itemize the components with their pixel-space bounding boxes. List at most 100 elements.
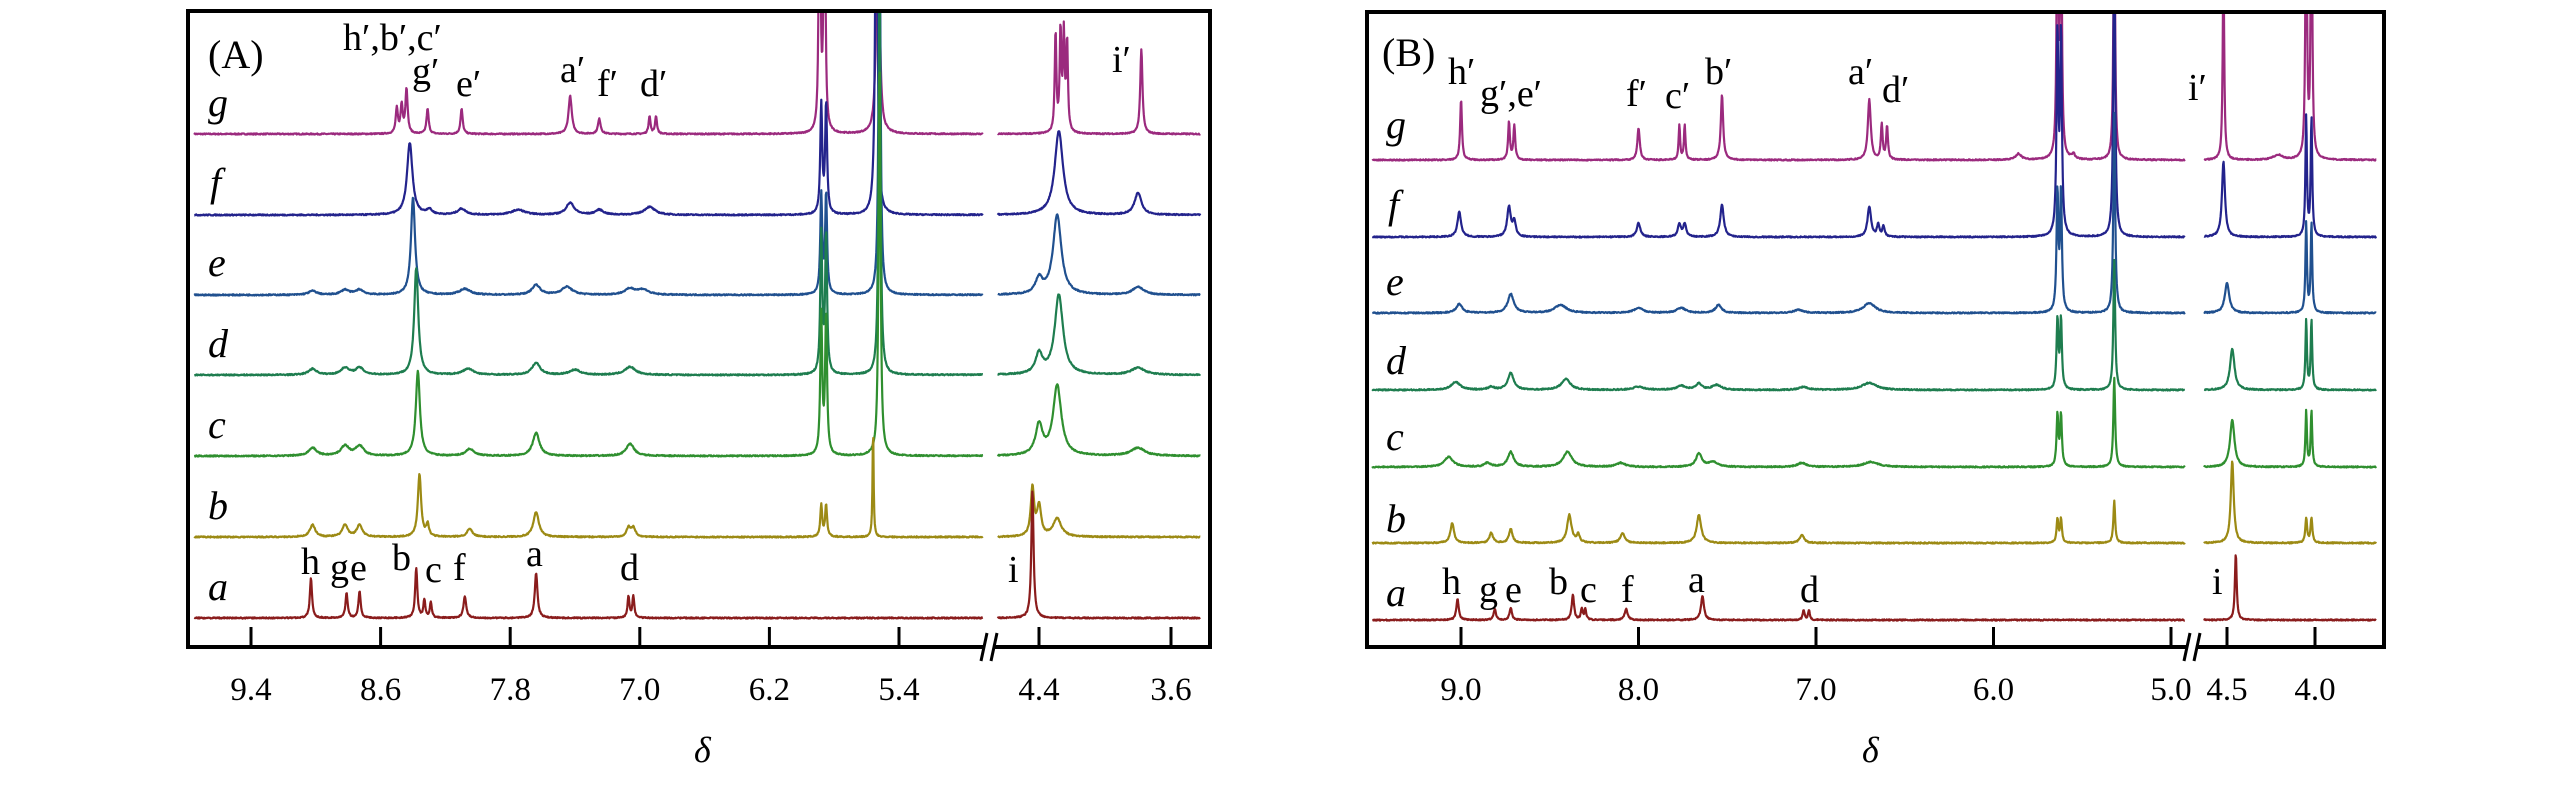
x-tick-label: 3.6 — [1150, 672, 1191, 708]
annotation: e — [350, 547, 367, 589]
row-labels-a: g f e d c b a — [208, 80, 229, 609]
row-label-b: b — [208, 483, 228, 528]
spectrum-a-segment-1 — [193, 567, 984, 620]
x-tick-label: 7.8 — [490, 672, 531, 708]
panel-b-frame — [1365, 10, 2386, 649]
annotation: h′ — [1448, 51, 1475, 93]
x-tick-label: 5.0 — [2150, 672, 2191, 708]
row-label-f: f — [210, 160, 226, 205]
spectrum-b-segment-2 — [2203, 460, 2378, 545]
spectrum-e-segment-2 — [2203, 220, 2377, 315]
spectrum-d-segment-1 — [1371, 258, 2186, 392]
spectrum-b-segment-1 — [1371, 499, 2186, 545]
annotation: h — [1442, 561, 1461, 603]
spectrum-a-segment-2 — [2203, 554, 2377, 622]
row-labels-b: g f e d c b a — [1386, 102, 1407, 615]
axis-break-gap — [2186, 644, 2198, 650]
annotation: i′ — [1112, 39, 1131, 81]
annotation: d — [620, 547, 639, 589]
annotation: d — [1800, 569, 1819, 611]
spectrum-c-segment-2 — [996, 383, 1201, 458]
annotation: e′ — [456, 63, 481, 105]
spectrum-b-segment-1 — [193, 436, 984, 539]
annotation: d′ — [1882, 69, 1909, 111]
x-tick-label: 7.0 — [1795, 672, 1836, 708]
panel-b: 9.0 8.0 7.0 6.0 5.0 4.5 4.0 (B) g f e d c b a … — [1365, 10, 2386, 770]
x-tick-label: 4.5 — [2206, 672, 2247, 708]
panel-b-label: (B) — [1382, 30, 1435, 75]
panel-a-frame — [186, 9, 1212, 649]
row-label-b: b — [1386, 496, 1406, 541]
axis-break-gap — [983, 644, 995, 650]
spectrum-d-segment-2 — [2203, 317, 2377, 392]
spectra-a — [193, 13, 1202, 620]
annotation: a′ — [1848, 51, 1873, 93]
annotation: f — [1621, 569, 1634, 611]
x-tick-label: 4.4 — [1018, 672, 1059, 708]
axis-break-mark — [2192, 632, 2202, 662]
annotation: g′ — [412, 51, 439, 93]
annotation: f′ — [597, 63, 618, 105]
spectrum-c-segment-1 — [1371, 376, 2186, 469]
x-tick-label: 6.0 — [1973, 672, 2014, 708]
x-tick-label: 5.4 — [878, 672, 919, 708]
annotation: g′,e′ — [1480, 73, 1542, 115]
annotation: g — [330, 547, 349, 589]
spectra-b — [1371, 14, 2378, 622]
annotation: b′ — [1705, 51, 1732, 93]
spectrum-f-segment-2 — [2203, 113, 2378, 239]
spectrum-g-segment-1 — [1371, 14, 2186, 162]
row-label-c: c — [1386, 414, 1404, 459]
spectrum-g-segment-2 — [2203, 14, 2377, 162]
x-tick-label: 8.0 — [1618, 672, 1659, 708]
axis-break-mark — [2182, 632, 2192, 662]
annotation: f — [453, 547, 466, 589]
x-axis-label-b: δ — [1862, 730, 1880, 770]
x-tick-label: 9.4 — [230, 672, 271, 708]
spectrum-e-segment-1 — [193, 13, 984, 297]
x-axis-label-a: δ — [694, 730, 712, 770]
row-label-g: g — [1386, 102, 1406, 147]
annotation: c — [425, 549, 442, 591]
annotation: b — [392, 537, 411, 579]
annotation: i — [2212, 561, 2223, 603]
annotation: c — [1580, 569, 1597, 611]
row-label-a: a — [1386, 570, 1406, 615]
axis-break-mark — [989, 632, 999, 662]
peak-annotations-b: h′ g′,e′ f′ c′ b′ a′ d′ i′ h g e b c f a… — [1442, 51, 2223, 611]
x-tick-label: 9.0 — [1440, 672, 1481, 708]
annotation: e — [1505, 569, 1522, 611]
spectrum-g-segment-2 — [997, 20, 1201, 136]
row-label-e: e — [208, 240, 226, 285]
annotation: g — [1479, 569, 1498, 611]
row-label-a: a — [208, 564, 228, 609]
row-label-e: e — [1386, 259, 1404, 304]
spectrum-d-segment-1 — [193, 13, 984, 377]
row-label-d: d — [208, 321, 229, 366]
annotation: i′ — [2188, 67, 2207, 109]
spectrum-a-segment-1 — [1371, 593, 2186, 622]
spectrum-e-segment-1 — [1371, 111, 2186, 315]
x-axis-b: 9.0 8.0 7.0 6.0 5.0 4.5 4.0 — [1440, 627, 2336, 708]
annotation: a′ — [560, 49, 585, 91]
annotation: f′ — [1626, 73, 1647, 115]
spectrum-f-segment-1 — [193, 13, 984, 217]
spectrum-f-segment-2 — [996, 130, 1202, 217]
spectrum-d-segment-2 — [997, 293, 1202, 377]
row-label-f: f — [1388, 182, 1404, 227]
spectrum-c-segment-1 — [193, 71, 984, 458]
row-label-c: c — [208, 402, 226, 447]
spectrum-a-segment-2 — [996, 490, 1201, 620]
spectrum-c-segment-2 — [2203, 408, 2377, 469]
axis-break-mark — [979, 632, 989, 662]
panel-a-label: (A) — [208, 32, 264, 77]
row-label-g: g — [208, 80, 228, 125]
x-axis-a: 9.4 8.6 7.8 7.0 6.2 5.4 4.4 3.6 — [230, 627, 1192, 708]
row-label-d: d — [1386, 338, 1407, 383]
annotation: h′,b′,c′ — [343, 17, 442, 59]
annotation: a — [1688, 559, 1705, 601]
spectrum-b-segment-2 — [997, 483, 1201, 539]
x-tick-label: 7.0 — [619, 672, 660, 708]
spectrum-e-segment-2 — [997, 213, 1201, 297]
peak-annotations-a: h′,b′,c′ g′ e′ a′ f′ d′ i′ h g e b c f a… — [301, 17, 1131, 591]
